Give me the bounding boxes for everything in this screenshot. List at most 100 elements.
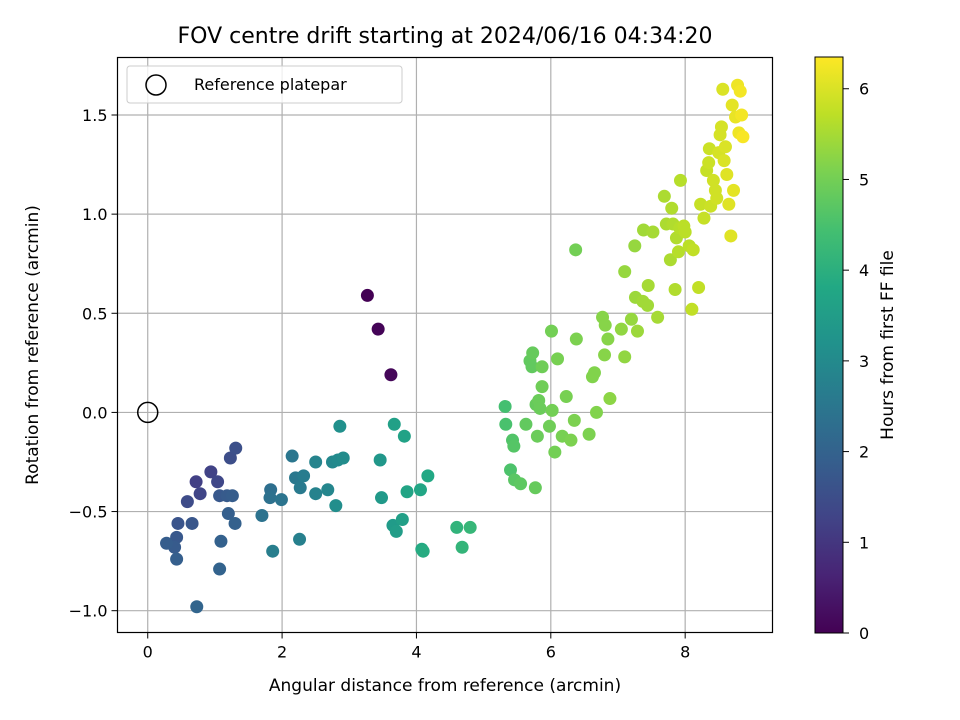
data-point — [697, 211, 711, 225]
data-point — [706, 173, 720, 187]
data-point — [504, 463, 517, 477]
data-point — [685, 302, 699, 316]
y-axis-ticks: −1.0 −0.5 0.0 0.5 1.0 1.5 — [69, 106, 118, 621]
data-point — [582, 427, 596, 441]
data-point — [686, 243, 700, 257]
colorbar-tick-label: 4 — [859, 261, 869, 280]
data-point — [725, 98, 739, 112]
data-point — [733, 84, 747, 98]
data-point — [528, 481, 542, 495]
data-point — [223, 451, 237, 465]
data-point — [651, 310, 665, 324]
data-points — [160, 78, 750, 614]
data-point — [221, 507, 235, 521]
data-point — [671, 245, 685, 259]
data-point — [180, 495, 194, 509]
data-point — [384, 368, 398, 382]
colorbar-tick-label: 5 — [859, 170, 869, 189]
data-point — [499, 417, 513, 431]
data-point — [225, 489, 239, 503]
data-point — [333, 419, 347, 433]
data-point — [624, 312, 638, 326]
data-point — [274, 493, 288, 507]
data-point — [668, 282, 682, 296]
x-tick-label: 4 — [411, 643, 421, 662]
data-point — [228, 516, 242, 530]
legend-box — [126, 65, 403, 104]
data-point — [266, 544, 280, 558]
data-point — [526, 346, 540, 360]
data-point — [702, 156, 716, 170]
data-point — [544, 324, 558, 338]
data-point — [171, 516, 185, 530]
colorbar-tick-label: 2 — [859, 443, 869, 462]
data-point — [663, 253, 677, 267]
data-point — [601, 332, 615, 346]
data-point — [717, 154, 731, 168]
colorbar-tick-label: 0 — [859, 624, 869, 643]
data-point — [628, 239, 642, 253]
data-point — [329, 499, 343, 513]
y-tick-label: −1.0 — [69, 602, 108, 621]
data-point — [170, 530, 184, 544]
data-point — [618, 265, 632, 279]
data-point — [559, 390, 573, 404]
data-point — [598, 348, 612, 362]
data-point — [507, 439, 521, 453]
data-point — [160, 536, 174, 550]
data-point — [542, 419, 556, 433]
data-point — [716, 82, 730, 96]
x-axis-ticks: 0 2 4 6 8 — [143, 632, 690, 662]
data-point — [189, 475, 203, 489]
data-point — [416, 544, 430, 558]
data-point — [285, 449, 299, 463]
data-point — [587, 366, 601, 380]
data-point — [735, 108, 749, 122]
y-tick-label: 1.5 — [82, 106, 107, 125]
data-point — [455, 540, 469, 554]
data-point — [263, 491, 277, 505]
data-point — [185, 516, 199, 530]
data-point — [170, 552, 184, 566]
data-point — [714, 120, 728, 134]
data-point — [727, 183, 741, 197]
data-point — [413, 483, 427, 497]
data-point — [551, 352, 565, 366]
data-point — [724, 229, 738, 243]
data-point — [293, 481, 307, 495]
data-point — [463, 520, 477, 534]
data-point — [229, 441, 243, 455]
legend: Reference platepar — [126, 65, 403, 104]
chart-title: FOV centre drift starting at 2024/06/16 … — [178, 24, 713, 49]
colorbar-tick-label: 6 — [859, 80, 869, 99]
data-point — [665, 201, 679, 215]
data-point — [211, 475, 225, 489]
data-point — [255, 509, 269, 523]
plot-frame — [116, 56, 774, 634]
data-point — [589, 405, 603, 419]
data-point — [389, 524, 403, 538]
data-point — [309, 455, 323, 469]
data-point — [336, 451, 350, 465]
data-point — [710, 191, 724, 205]
data-point — [694, 197, 708, 211]
data-point — [569, 332, 583, 346]
data-point — [533, 401, 547, 415]
data-point — [400, 485, 414, 499]
data-point — [498, 399, 512, 413]
data-point — [569, 243, 583, 257]
data-point — [514, 477, 528, 491]
data-point — [646, 225, 660, 239]
data-point — [421, 469, 435, 483]
data-point — [293, 532, 307, 546]
data-point — [214, 534, 228, 548]
data-point — [720, 167, 734, 181]
data-point — [641, 279, 655, 293]
data-point — [567, 413, 581, 427]
data-point — [360, 288, 374, 302]
y-axis-label: Rotation from reference (arcmin) — [23, 205, 43, 485]
data-point — [204, 465, 218, 479]
data-point — [548, 445, 562, 459]
y-tick-label: 1.0 — [82, 205, 107, 224]
